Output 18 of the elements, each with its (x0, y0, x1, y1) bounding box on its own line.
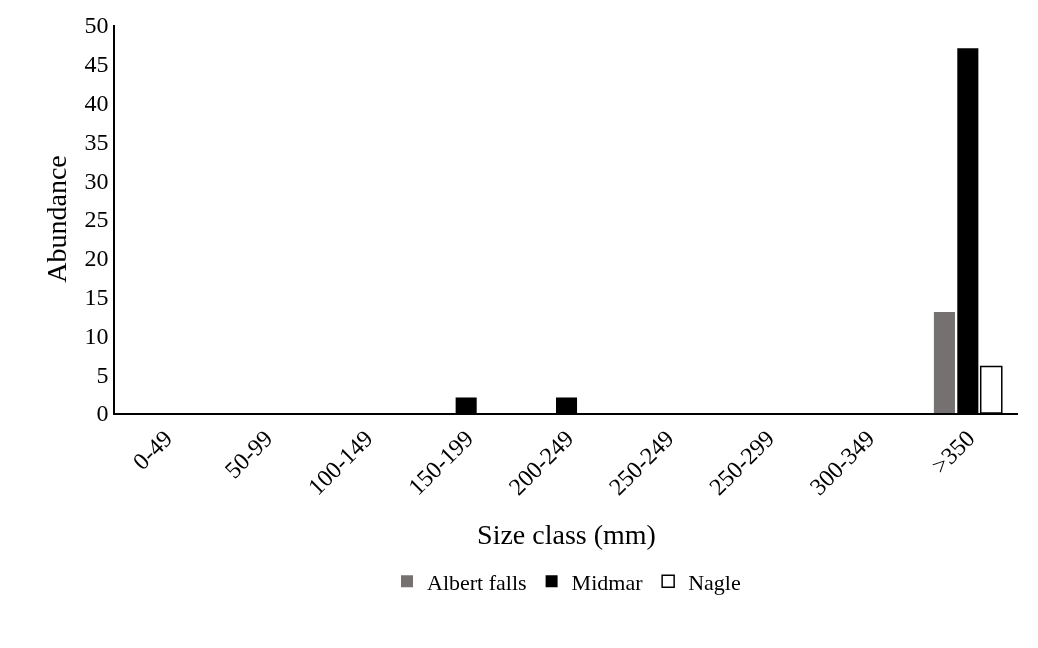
bar (933, 312, 955, 413)
y-tick-label: 45 (84, 51, 109, 78)
x-axis-title: Size class (mm) (477, 518, 656, 550)
legend-label: Albert falls (427, 569, 527, 595)
legend-label: Nagle (688, 569, 741, 595)
y-tick-label: 10 (84, 322, 109, 349)
y-tick-label: 50 (84, 12, 109, 39)
x-tick-label: 0-49 (127, 425, 178, 475)
legend-label: Midmar (571, 569, 644, 595)
y-tick-label: 0 (96, 400, 109, 427)
y-tick-label: 5 (96, 361, 109, 388)
y-tick-label: 35 (84, 128, 109, 155)
y-tick-label: 20 (84, 245, 109, 272)
y-axis-title: Abundance (40, 155, 72, 283)
y-tick-label: 15 (84, 284, 109, 310)
y-tick-label: 40 (84, 90, 109, 116)
y-tick-label: 25 (84, 206, 109, 233)
y-tick-label: 30 (84, 167, 109, 194)
